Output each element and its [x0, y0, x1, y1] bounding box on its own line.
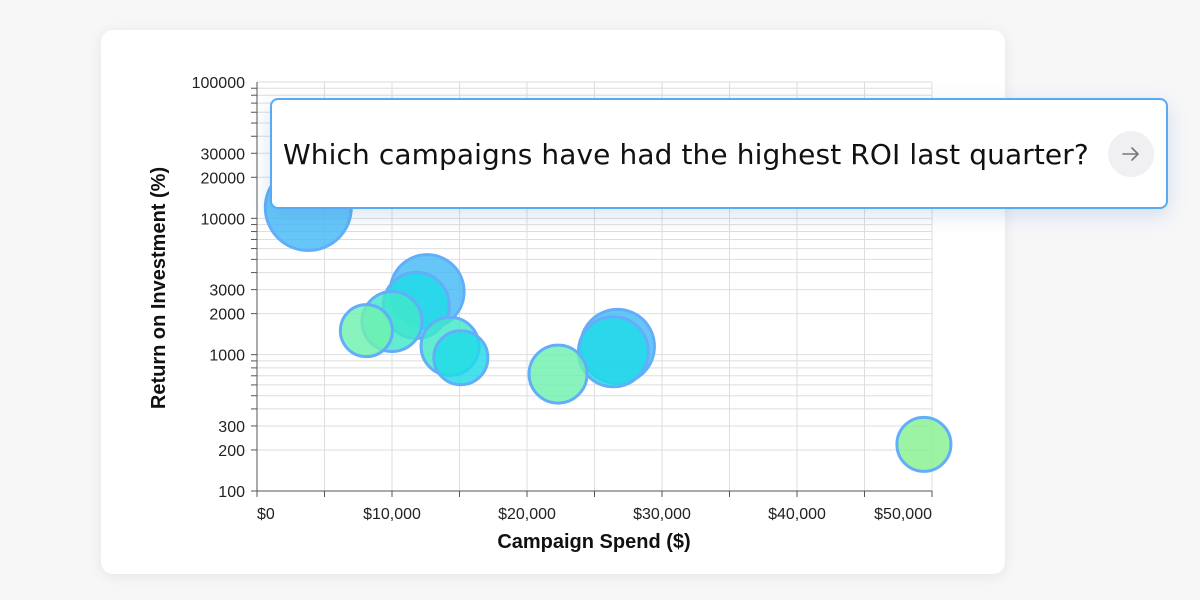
x-tick-label: $50,000 [874, 506, 932, 523]
data-bubble[interactable] [432, 329, 490, 387]
data-bubble[interactable] [895, 415, 953, 473]
data-bubble[interactable] [527, 343, 589, 405]
question-text[interactable]: Which campaigns have had the highest ROI… [283, 138, 1089, 171]
y-tick-label: 200 [218, 443, 245, 460]
ask-question-box[interactable]: Which campaigns have had the highest ROI… [270, 98, 1168, 209]
x-tick-label: $40,000 [768, 506, 826, 523]
submit-question-button[interactable] [1108, 131, 1154, 177]
x-tick-label: $0 [257, 506, 275, 523]
y-tick-label: 100 [218, 484, 245, 501]
y-tick-label: 100000 [192, 75, 245, 92]
y-tick-label: 30000 [201, 146, 246, 163]
y-tick-label: 300 [218, 419, 245, 436]
x-tick-label: $10,000 [363, 506, 421, 523]
y-tick-label: 1000 [209, 348, 245, 365]
y-tick-label: 2000 [209, 307, 245, 324]
y-tick-label: 20000 [201, 170, 246, 187]
y-tick-label: 10000 [201, 211, 246, 228]
data-bubble[interactable] [338, 303, 394, 359]
y-tick-label: 3000 [209, 283, 245, 300]
x-axis-title: Campaign Spend ($) [497, 531, 690, 553]
arrow-right-icon [1120, 143, 1142, 165]
x-tick-label: $20,000 [498, 506, 556, 523]
y-axis-title: Return on Investment (%) [148, 167, 170, 409]
x-tick-label: $30,000 [633, 506, 691, 523]
data-bubble[interactable] [576, 315, 650, 389]
